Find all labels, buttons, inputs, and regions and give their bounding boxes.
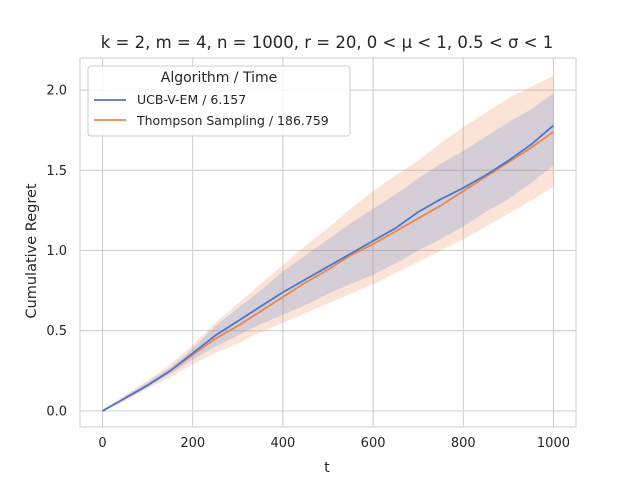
y-axis-label: Cumulative Regret <box>24 183 40 318</box>
x-ticks: 0 200 400 600 800 1000 <box>98 436 570 451</box>
confidence-bands <box>102 75 554 411</box>
x-tick-label: 600 <box>361 436 386 451</box>
legend-title: Algorithm / Time <box>161 70 277 86</box>
legend-label-ucb-v-em: UCB-V-EM / 6.157 <box>137 92 246 107</box>
x-tick-label: 400 <box>270 436 295 451</box>
legend: Algorithm / Time UCB-V-EM / 6.157 Thomps… <box>87 65 351 137</box>
x-axis-label: t <box>324 460 330 476</box>
y-tick-label: 0.5 <box>46 324 67 339</box>
y-tick-label: 1.5 <box>46 164 67 179</box>
y-tick-label: 2.0 <box>46 84 67 99</box>
x-tick-label: 0 <box>98 436 106 451</box>
y-tick-label: 1.0 <box>46 244 67 259</box>
x-tick-label: 200 <box>180 436 205 451</box>
confidence-band-thompson-sampling <box>102 75 554 411</box>
y-ticks: 0.0 0.5 1.0 1.5 2.0 <box>46 84 67 420</box>
legend-box <box>87 65 351 137</box>
chart-title: k = 2, m = 4, n = 1000, r = 20, 0 < μ < … <box>101 33 554 52</box>
x-tick-label: 1000 <box>537 436 570 451</box>
series-line-ucb-v-em <box>102 124 555 412</box>
series-lines <box>102 124 555 412</box>
confidence-band-ucb-v-em <box>102 93 554 411</box>
plot-frame <box>79 57 577 428</box>
legend-label-thompson-sampling: Thompson Sampling / 186.759 <box>136 113 329 128</box>
y-tick-label: 0.0 <box>46 404 67 419</box>
x-tick-label: 800 <box>451 436 476 451</box>
